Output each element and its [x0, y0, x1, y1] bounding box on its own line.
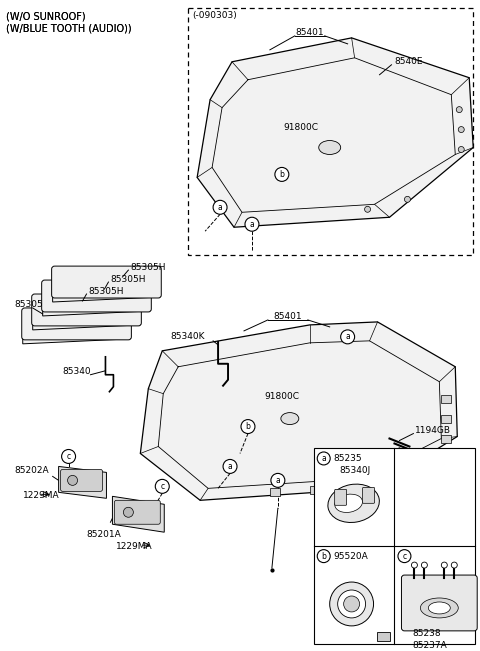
Circle shape: [421, 562, 427, 568]
Text: a: a: [276, 476, 280, 485]
Text: 95520A: 95520A: [334, 551, 369, 561]
FancyBboxPatch shape: [42, 280, 151, 312]
FancyBboxPatch shape: [362, 488, 374, 503]
Text: 85202A: 85202A: [15, 466, 49, 475]
Ellipse shape: [328, 484, 379, 523]
Circle shape: [223, 460, 237, 473]
FancyBboxPatch shape: [52, 266, 161, 298]
FancyBboxPatch shape: [335, 490, 347, 505]
FancyBboxPatch shape: [22, 308, 132, 340]
Polygon shape: [43, 281, 150, 316]
Text: 85305H: 85305H: [131, 262, 166, 271]
FancyBboxPatch shape: [389, 473, 399, 480]
Text: c: c: [402, 551, 407, 561]
Text: 85235: 85235: [334, 454, 362, 463]
Text: a: a: [218, 203, 222, 212]
Text: (W/O SUNROOF): (W/O SUNROOF): [6, 12, 85, 22]
Polygon shape: [53, 267, 160, 302]
Circle shape: [123, 507, 133, 518]
Circle shape: [398, 549, 411, 562]
FancyBboxPatch shape: [32, 294, 141, 326]
Text: 85340K: 85340K: [170, 333, 205, 341]
Text: 91800C: 91800C: [264, 392, 299, 401]
Ellipse shape: [335, 494, 362, 512]
Text: a: a: [345, 333, 350, 341]
Text: 85401: 85401: [274, 312, 302, 322]
FancyBboxPatch shape: [270, 488, 280, 496]
Text: 85201A: 85201A: [86, 530, 121, 538]
Ellipse shape: [281, 413, 299, 424]
Text: 85340: 85340: [62, 367, 91, 376]
FancyBboxPatch shape: [188, 8, 473, 255]
Text: b: b: [246, 422, 251, 431]
Text: b: b: [321, 551, 326, 561]
Text: c: c: [67, 452, 71, 461]
Circle shape: [341, 330, 355, 344]
Circle shape: [458, 146, 464, 152]
Circle shape: [275, 167, 289, 182]
Circle shape: [456, 107, 462, 113]
Polygon shape: [33, 295, 140, 330]
Circle shape: [337, 590, 366, 618]
Text: (W/BLUE TOOTH (AUDIO)): (W/BLUE TOOTH (AUDIO)): [6, 24, 132, 34]
Circle shape: [344, 596, 360, 612]
FancyBboxPatch shape: [401, 575, 477, 631]
Text: 85305H: 85305H: [88, 286, 124, 296]
Text: 85238: 85238: [412, 630, 441, 639]
Circle shape: [411, 562, 418, 568]
FancyBboxPatch shape: [441, 415, 451, 422]
Circle shape: [451, 562, 457, 568]
Circle shape: [441, 562, 447, 568]
Polygon shape: [140, 322, 457, 501]
Text: 1194GB: 1194GB: [415, 426, 451, 435]
Circle shape: [156, 479, 169, 493]
Text: 1229MA: 1229MA: [23, 491, 60, 500]
Text: 85305: 85305: [15, 301, 44, 309]
Circle shape: [405, 197, 410, 202]
Text: 1229MA: 1229MA: [117, 542, 153, 551]
Circle shape: [317, 549, 330, 562]
Text: 85237A: 85237A: [412, 641, 447, 650]
Text: b: b: [279, 170, 284, 179]
Text: 8540E: 8540E: [395, 57, 423, 66]
Polygon shape: [23, 309, 131, 344]
Text: (-090303): (-090303): [192, 12, 237, 20]
Text: (W/O SUNROOF): (W/O SUNROOF): [6, 12, 85, 22]
Circle shape: [317, 452, 330, 465]
Polygon shape: [59, 466, 107, 498]
Text: 85401: 85401: [296, 29, 324, 37]
FancyBboxPatch shape: [349, 481, 360, 490]
Polygon shape: [112, 496, 164, 533]
Circle shape: [330, 582, 373, 626]
FancyBboxPatch shape: [376, 632, 391, 641]
Text: 85305H: 85305H: [110, 275, 146, 284]
Text: 85340J: 85340J: [340, 466, 371, 475]
Circle shape: [61, 449, 75, 464]
FancyBboxPatch shape: [314, 449, 475, 644]
FancyBboxPatch shape: [60, 469, 102, 492]
Polygon shape: [197, 38, 473, 227]
Ellipse shape: [319, 141, 341, 154]
Text: a: a: [228, 462, 232, 471]
Text: a: a: [321, 454, 326, 463]
Text: (W/BLUE TOOTH (AUDIO)): (W/BLUE TOOTH (AUDIO)): [6, 24, 132, 34]
FancyBboxPatch shape: [114, 501, 160, 524]
Ellipse shape: [420, 598, 458, 618]
Circle shape: [213, 201, 227, 214]
Circle shape: [68, 475, 78, 486]
Circle shape: [271, 473, 285, 488]
Circle shape: [245, 217, 259, 231]
Circle shape: [365, 206, 371, 212]
Text: a: a: [250, 220, 254, 229]
Circle shape: [458, 126, 464, 133]
FancyBboxPatch shape: [441, 395, 451, 402]
Circle shape: [241, 420, 255, 434]
Text: c: c: [160, 482, 164, 491]
Ellipse shape: [428, 602, 450, 614]
Text: 91800C: 91800C: [284, 123, 319, 132]
FancyBboxPatch shape: [310, 486, 320, 494]
FancyBboxPatch shape: [441, 434, 451, 443]
